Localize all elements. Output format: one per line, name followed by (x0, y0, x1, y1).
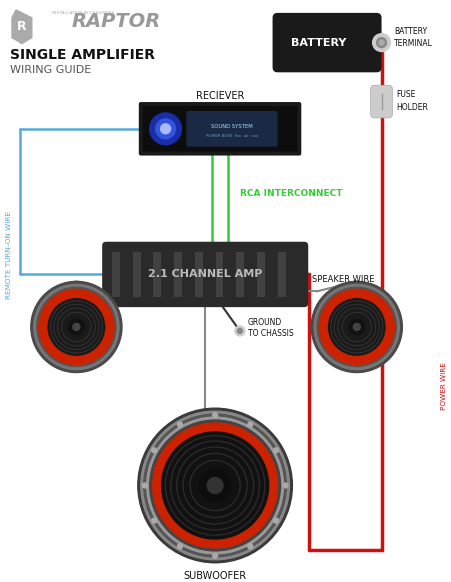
Circle shape (69, 319, 84, 335)
Circle shape (140, 411, 289, 560)
Text: INSTALLATION ACCESSORIES: INSTALLATION ACCESSORIES (51, 11, 114, 15)
Text: BATTERY
TERMINAL: BATTERY TERMINAL (394, 27, 433, 48)
Circle shape (149, 113, 181, 145)
Circle shape (318, 289, 394, 364)
FancyBboxPatch shape (215, 251, 223, 297)
FancyBboxPatch shape (370, 85, 391, 118)
Circle shape (160, 124, 170, 134)
Text: REMOTE TURN-ON WIRE: REMOTE TURN-ON WIRE (6, 211, 12, 299)
Circle shape (247, 422, 252, 427)
Text: 2.1 CHANNEL AMP: 2.1 CHANNEL AMP (147, 269, 262, 279)
Polygon shape (12, 10, 32, 44)
Circle shape (31, 281, 122, 372)
Circle shape (149, 420, 280, 551)
Text: RECIEVER: RECIEVER (195, 91, 244, 101)
Text: POWER BOSS  fan  air  xxx: POWER BOSS fan air xxx (206, 134, 258, 138)
Circle shape (177, 422, 182, 427)
Text: SINGLE AMPLIFIER: SINGLE AMPLIFIER (10, 48, 155, 62)
FancyBboxPatch shape (143, 106, 297, 151)
Circle shape (372, 34, 390, 52)
FancyBboxPatch shape (174, 251, 182, 297)
FancyBboxPatch shape (194, 251, 202, 297)
Circle shape (273, 518, 278, 523)
FancyBboxPatch shape (153, 251, 161, 297)
Circle shape (143, 414, 286, 557)
Text: BATTERY: BATTERY (291, 38, 346, 48)
Circle shape (37, 288, 116, 367)
Circle shape (237, 328, 242, 333)
Circle shape (39, 289, 114, 364)
Circle shape (48, 299, 105, 355)
Circle shape (353, 324, 359, 331)
Circle shape (207, 478, 222, 494)
Circle shape (376, 38, 386, 48)
Circle shape (378, 40, 383, 45)
Circle shape (142, 483, 147, 488)
FancyBboxPatch shape (186, 111, 277, 147)
Text: GROUND
TO CHASSIS: GROUND TO CHASSIS (247, 318, 293, 338)
FancyBboxPatch shape (236, 251, 244, 297)
Circle shape (73, 324, 80, 331)
Circle shape (348, 319, 364, 335)
Circle shape (247, 544, 252, 549)
Text: RAPTOR: RAPTOR (71, 12, 161, 31)
Circle shape (161, 432, 268, 539)
Text: SOUND SYSTEM: SOUND SYSTEM (211, 125, 252, 129)
Circle shape (235, 326, 244, 336)
Text: SPEAKER WIRE: SPEAKER WIRE (312, 275, 374, 284)
Text: SUBWOOFER: SUBWOOFER (183, 571, 246, 581)
FancyBboxPatch shape (112, 251, 120, 297)
Circle shape (212, 553, 217, 558)
Circle shape (199, 470, 230, 501)
FancyBboxPatch shape (138, 102, 301, 155)
Circle shape (152, 518, 156, 523)
Text: FUSE
HOLDER: FUSE HOLDER (396, 90, 428, 112)
Circle shape (212, 413, 217, 418)
Circle shape (34, 285, 119, 370)
Circle shape (155, 119, 175, 139)
Circle shape (152, 423, 277, 548)
Circle shape (273, 448, 278, 453)
Circle shape (328, 299, 384, 355)
Circle shape (311, 281, 401, 372)
Circle shape (177, 544, 182, 549)
Circle shape (313, 285, 399, 370)
Circle shape (147, 417, 283, 554)
Text: POWER WIRE: POWER WIRE (440, 363, 446, 410)
Circle shape (317, 288, 396, 367)
Text: WIRING GUIDE: WIRING GUIDE (10, 65, 91, 75)
Circle shape (152, 448, 156, 453)
FancyBboxPatch shape (272, 13, 381, 72)
Text: R: R (17, 20, 27, 33)
FancyBboxPatch shape (102, 242, 308, 307)
Text: RCA INTERCONNECT: RCA INTERCONNECT (239, 189, 341, 198)
FancyBboxPatch shape (133, 251, 140, 297)
Circle shape (138, 408, 292, 563)
FancyBboxPatch shape (256, 251, 264, 297)
FancyBboxPatch shape (277, 251, 285, 297)
Circle shape (282, 483, 287, 488)
